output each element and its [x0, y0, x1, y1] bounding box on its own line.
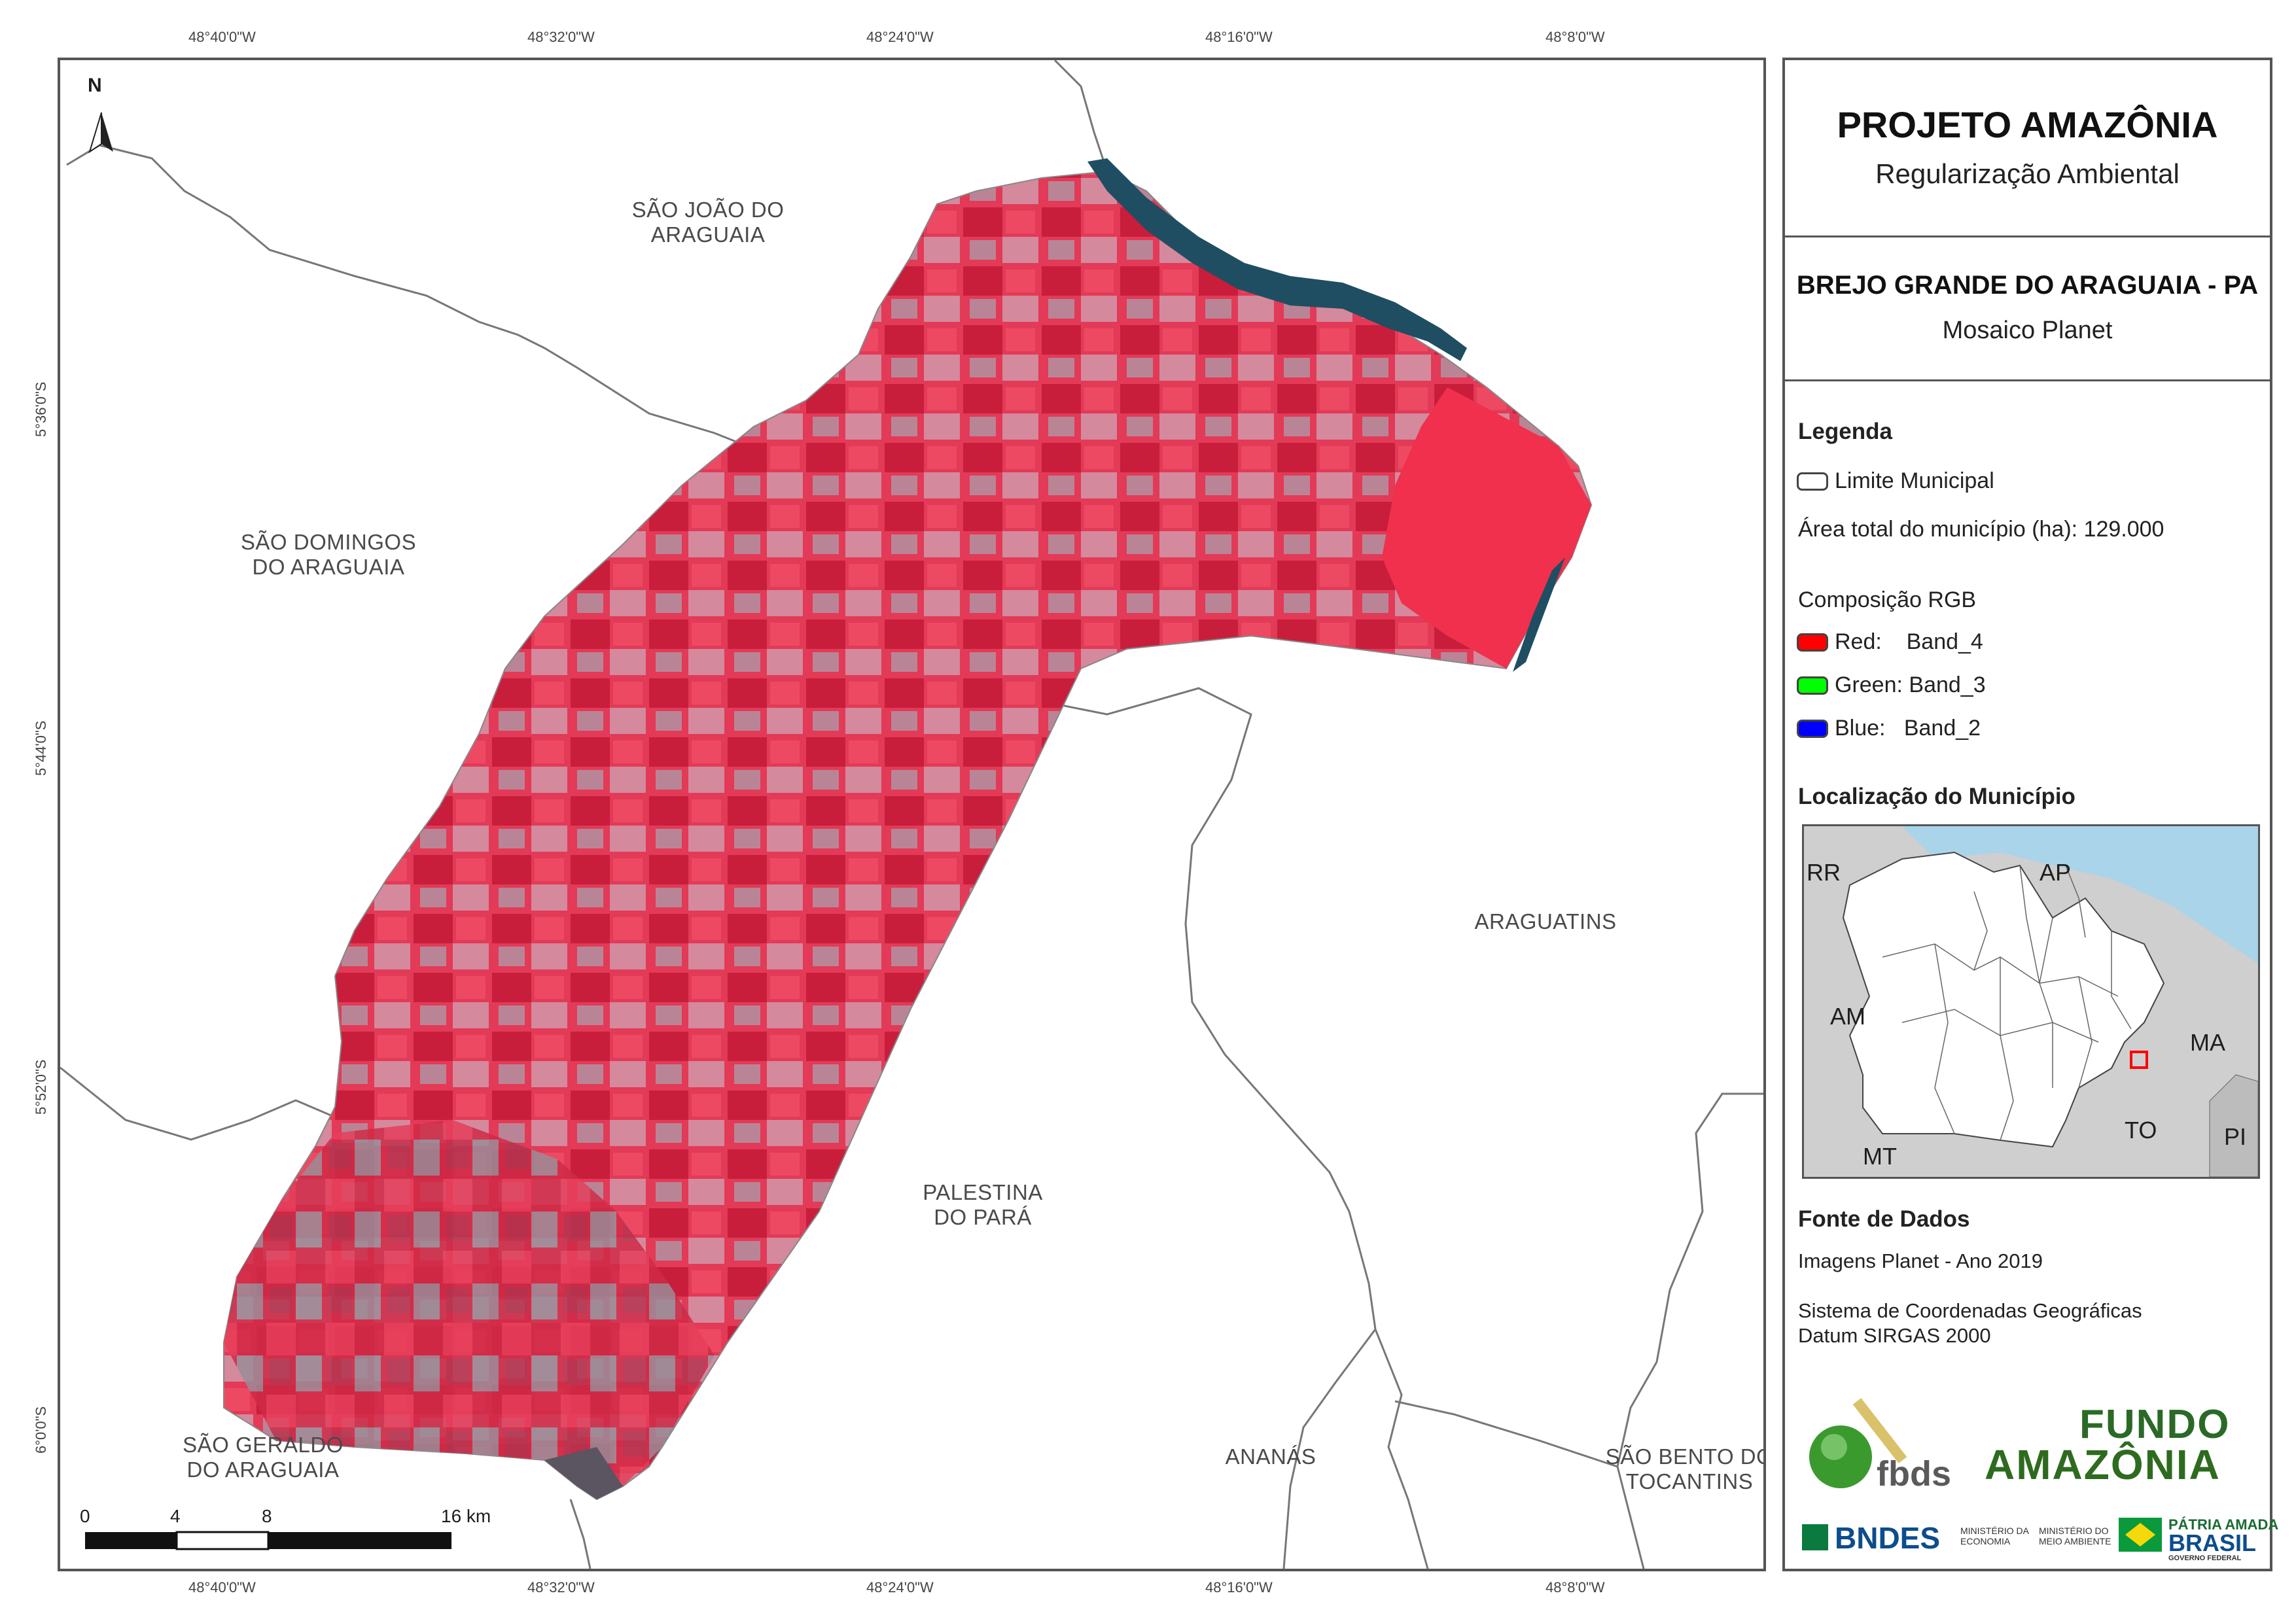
scale-label-16: 16 km: [441, 1506, 491, 1526]
sources-crs-1: Sistema de Coordenadas Geográficas: [1798, 1299, 2142, 1322]
north-arrow: [88, 112, 113, 154]
sources-heading: Fonte de Dados: [1798, 1206, 1970, 1232]
inset-label-pi: PI: [2224, 1123, 2247, 1150]
brasil-logo-3: GOVERNO FEDERAL: [2168, 1554, 2242, 1562]
municipal-boundaries: [60, 60, 1763, 1569]
brasil-flag-icon: [2119, 1518, 2162, 1552]
para-state: [1842, 851, 2165, 1148]
coord-bottom-4: 48°16'0"W: [1205, 1579, 1273, 1596]
municipality-name: BREJO GRANDE DO ARAGUAIA - PA: [1796, 271, 2259, 300]
municipality-locator: [2130, 1051, 2148, 1069]
coord-left-4: 6°0'0"S: [33, 1406, 49, 1454]
north-arrow-label: N: [88, 75, 102, 96]
coord-bottom-3: 48°24'0"W: [866, 1579, 934, 1596]
ministerio-economia-logo: MINISTÉRIO DA ECONOMIA: [1960, 1526, 2030, 1546]
municipality-raster: [223, 170, 1593, 1501]
place-sao-geraldo: SÃO GERALDO DO ARAGUAIA: [183, 1433, 344, 1482]
coord-top-2: 48°32'0"W: [527, 29, 595, 45]
sources-crs-2: Datum SIRGAS 2000: [1798, 1324, 1991, 1347]
bndes-logo-text: BNDES: [1835, 1521, 1941, 1555]
ministerio-meio-ambiente-logo: MINISTÉRIO DO MEIO AMBIENTE: [2039, 1526, 2111, 1546]
coord-bottom-2: 48°32'0"W: [527, 1579, 595, 1596]
limit-swatch: [1797, 472, 1828, 491]
scale-label-8: 8: [262, 1506, 272, 1526]
red-band-label: Red: Band_4: [1835, 629, 1983, 654]
inset-label-rr: RR: [1807, 859, 1841, 886]
legend-heading: Legenda: [1798, 419, 1892, 444]
green-band-label: Green: Band_3: [1835, 672, 1986, 697]
green-swatch: [1797, 676, 1828, 695]
inset-label-am: AM: [1830, 1003, 1865, 1030]
brasil-logo-2: BRASIL: [2168, 1529, 2256, 1556]
inset-label-mt: MT: [1863, 1143, 1897, 1170]
araguaia-river: [1087, 158, 1467, 361]
project-subtitle: Regularização Ambiental: [1875, 158, 2180, 189]
legend-panel: PROJETO AMAZÔNIA Regularização Ambiental…: [1782, 58, 2278, 1571]
location-inset-map[interactable]: RR AP AM MA TO MT PI: [1802, 824, 2260, 1179]
coord-left-1: 5°36'0"S: [33, 381, 49, 437]
coord-top-3: 48°24'0"W: [866, 29, 934, 45]
scale-bar: [85, 1531, 451, 1550]
inset-label-ap: AP: [2040, 859, 2072, 886]
coord-bottom-1: 48°40'0"W: [188, 1579, 256, 1596]
coord-left-2: 5°44'0"S: [33, 720, 49, 776]
rgb-heading: Composição RGB: [1798, 587, 1977, 612]
coord-top-5: 48°8'0"W: [1545, 29, 1605, 45]
coord-bottom-5: 48°8'0"W: [1545, 1579, 1605, 1596]
place-sao-bento: SÃO BENTO DO TOCANTINS: [1605, 1444, 1763, 1493]
coord-top-1: 48°40'0"W: [188, 29, 256, 45]
limit-label: Limite Municipal: [1835, 468, 1994, 493]
project-title: PROJETO AMAZÔNIA: [1837, 104, 2218, 145]
fbds-logo: fbds: [1805, 1395, 1968, 1493]
sources-images: Imagens Planet - Ano 2019: [1798, 1249, 2043, 1272]
location-heading: Localização do Município: [1798, 784, 2075, 809]
mosaic-label: Mosaico Planet: [1942, 317, 2113, 344]
place-araguatins: ARAGUATINS: [1474, 909, 1617, 934]
red-swatch: [1797, 633, 1828, 652]
fundo-amazonia-logo-1: FUNDO: [2079, 1402, 2231, 1447]
place-ananas: ANANÁS: [1225, 1444, 1316, 1469]
scale-label-0: 0: [80, 1506, 90, 1526]
brasil-logo-1: PÁTRIA AMADA: [2168, 1516, 2279, 1533]
place-sao-domingos: SÃO DOMINGOS DO ARAGUAIA: [240, 530, 417, 579]
blue-swatch: [1797, 720, 1828, 738]
inset-label-ma: MA: [2190, 1029, 2225, 1056]
place-palestina: PALESTINA DO PARÁ: [923, 1180, 1043, 1229]
fbds-logo-text: fbds: [1877, 1454, 1951, 1493]
map-canvas[interactable]: [60, 60, 1763, 1569]
inset-label-to: TO: [2125, 1117, 2157, 1143]
coord-left-3: 5°52'0"S: [33, 1059, 49, 1115]
place-sao-joao: SÃO JOÃO DO ARAGUAIA: [631, 198, 785, 247]
fundo-amazonia-logo-2: AMAZÔNIA: [1985, 1441, 2221, 1488]
map-frame[interactable]: N SÃO JOÃO DO ARAGUAIA SÃO DOMINGOS DO A…: [58, 58, 1766, 1571]
area-label: Área total do município (ha): 129.000: [1798, 517, 2164, 542]
blue-band-label: Blue: Band_2: [1835, 716, 1981, 741]
scale-label-4: 4: [170, 1506, 181, 1526]
coord-top-4: 48°16'0"W: [1205, 29, 1273, 45]
